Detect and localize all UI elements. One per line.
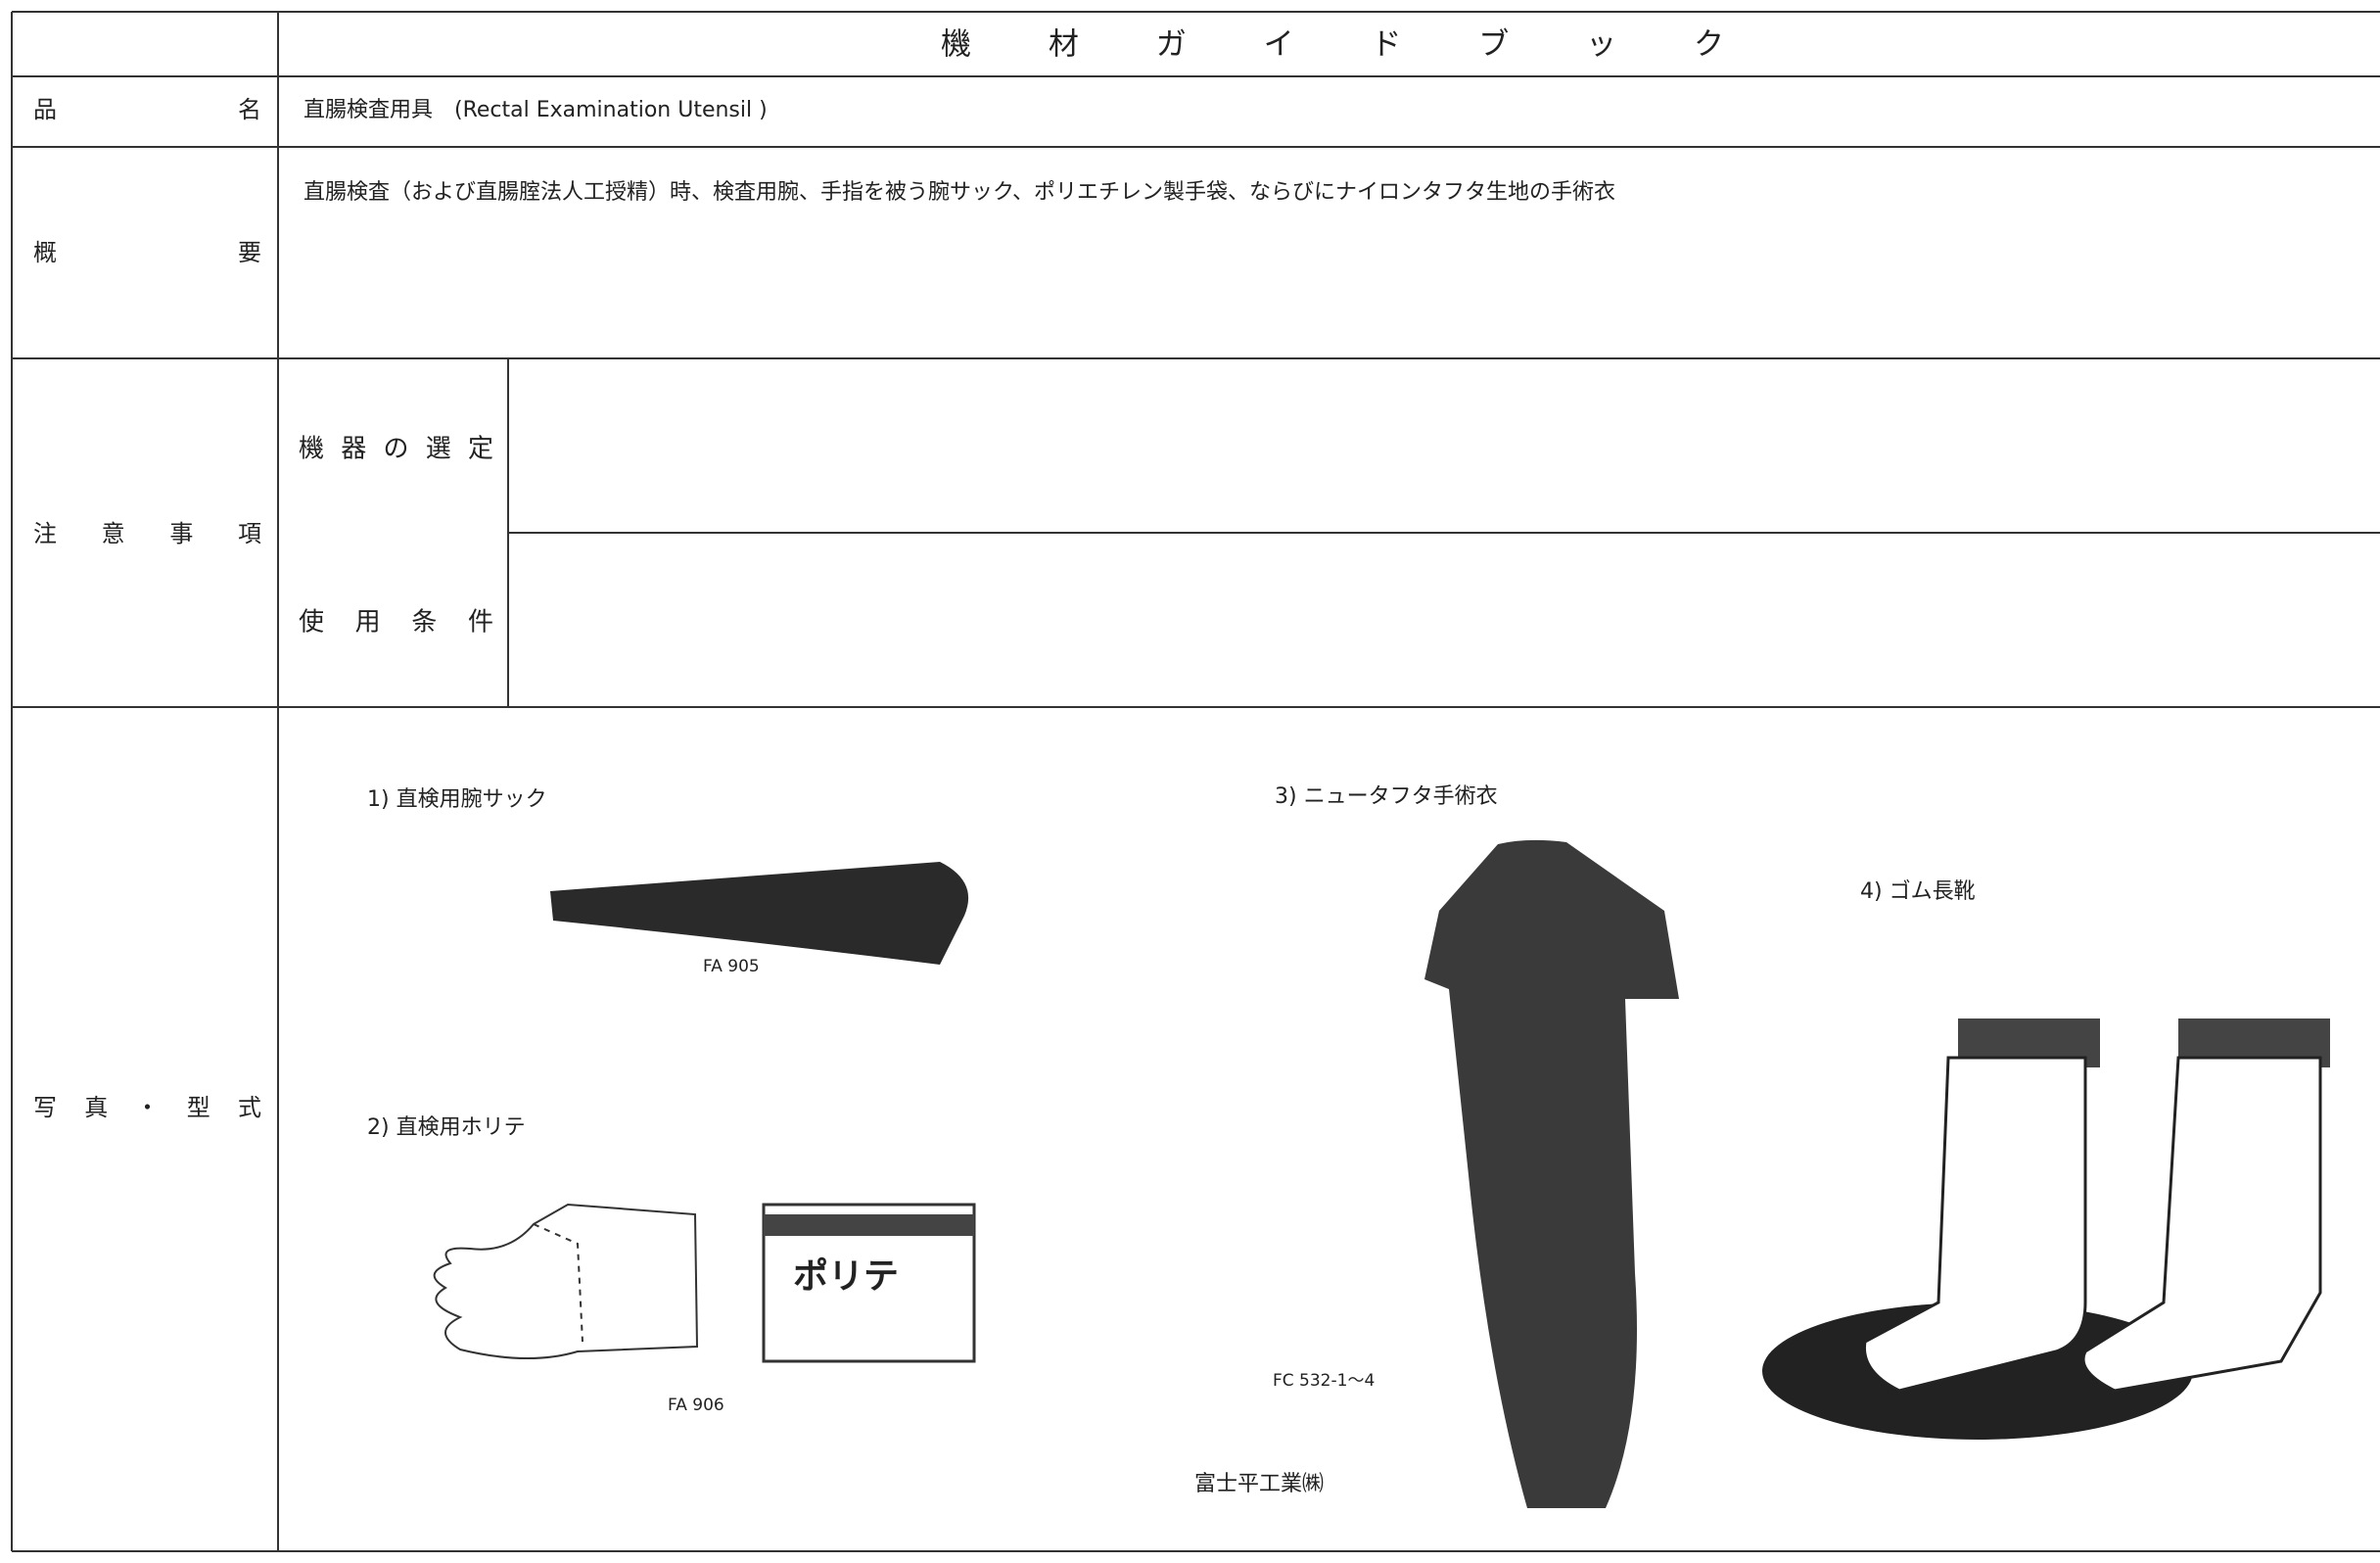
model-number: FC 532-1～4 <box>1273 1371 1375 1391</box>
product-name: 直腸検査用具 (Rectal Examination Utensil ) <box>303 98 768 122</box>
photo-caption: 4) ゴム長靴 <box>1860 879 1976 904</box>
sack-image <box>550 862 969 965</box>
model-number: FA 905 <box>703 957 760 976</box>
photo-caption: 2) 直検用ホリテ <box>367 1115 526 1140</box>
gown-image <box>1424 839 1679 1508</box>
overview-text: 直腸検査（および直腸腟法人工授精）時、検査用腕、手指を被う腕サック、ポリエチレン… <box>303 180 1615 205</box>
model-number: FA 906 <box>668 1396 724 1415</box>
row-label: 概要 <box>33 239 261 266</box>
sub-label: 機器の選定 <box>299 435 493 464</box>
sub-label: 使用条件 <box>299 608 493 638</box>
row-label: 品名 <box>33 96 261 123</box>
photo-caption: 1) 直検用腕サック <box>367 787 547 812</box>
package-band <box>764 1214 974 1236</box>
row-label: 写真・型式 <box>33 1094 261 1121</box>
maker: 富士平工業㈱ <box>1194 1472 1324 1496</box>
row-label: 注意事項 <box>33 520 261 547</box>
glove-image <box>433 1203 699 1359</box>
photo-caption: 3) ニュータフタ手術衣 <box>1275 784 1498 809</box>
title: 機材ガイドブック <box>941 27 1724 63</box>
boots-image <box>1762 1018 2330 1440</box>
package-label: ポリテ <box>793 1255 899 1297</box>
table-rules <box>11 11 2380 1552</box>
